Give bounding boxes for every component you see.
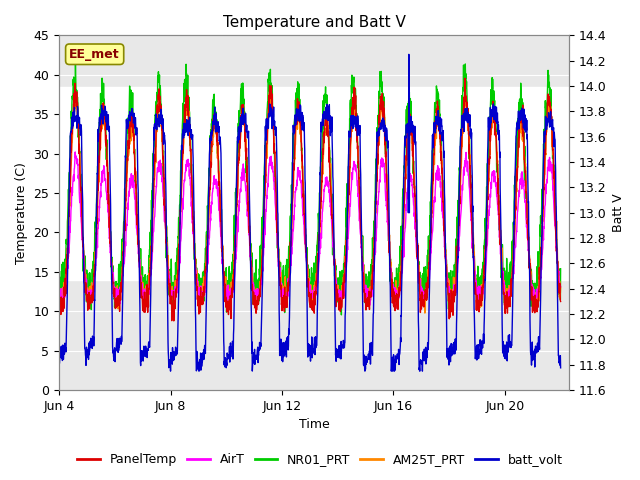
- X-axis label: Time: Time: [299, 419, 330, 432]
- Legend: PanelTemp, AirT, NR01_PRT, AM25T_PRT, batt_volt: PanelTemp, AirT, NR01_PRT, AM25T_PRT, ba…: [72, 448, 568, 471]
- Text: EE_met: EE_met: [69, 48, 120, 61]
- Title: Temperature and Batt V: Temperature and Batt V: [223, 15, 406, 30]
- Y-axis label: Temperature (C): Temperature (C): [15, 162, 28, 264]
- Y-axis label: Batt V: Batt V: [612, 193, 625, 232]
- Bar: [59, 86, 569, 280]
